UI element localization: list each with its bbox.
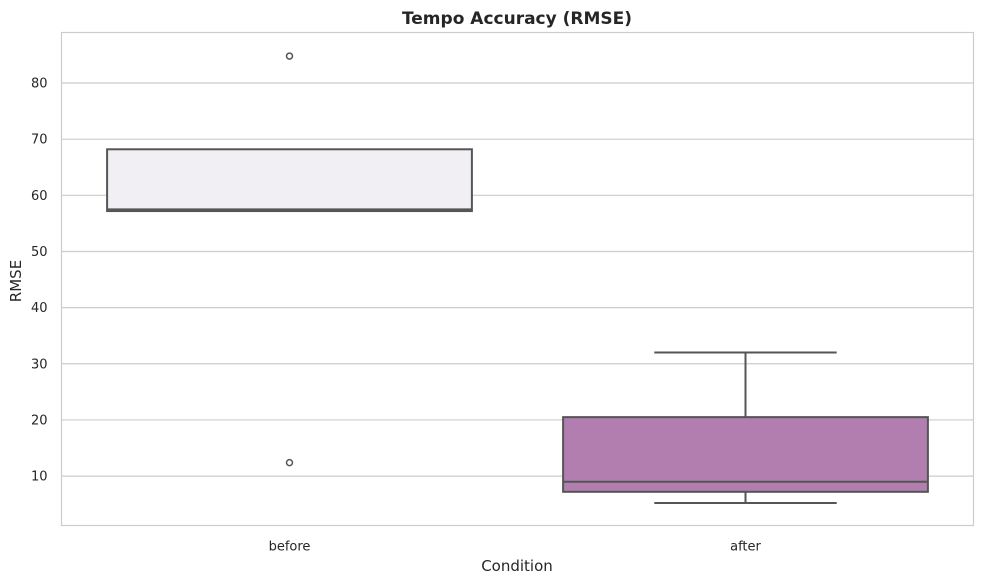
y-tick-label: 80 [31,77,48,92]
y-tick-label: 30 [31,357,48,372]
chart-title: Tempo Accuracy (RMSE) [402,9,632,29]
plot-frame [60,31,975,527]
y-tick-label: 10 [31,470,48,485]
y-tick-label: 60 [31,189,48,204]
y-tick-label: 20 [31,413,48,428]
y-tick-label: 40 [31,301,48,316]
box-group-before [106,52,473,467]
x-tick-label: before [269,540,311,555]
box-iqr [562,416,929,493]
y-tick-label: 70 [31,133,48,148]
outlier-point [285,52,294,60]
marks-layer [106,52,929,505]
outlier-point [285,458,294,467]
box-iqr [106,148,473,213]
ticks-layer: 10 20 30 40 50 60 70 80 before after [31,77,762,555]
x-tick-label: after [730,540,761,555]
y-tick-label: 50 [31,245,48,260]
y-axis-label: RMSE [7,260,25,302]
box-group-after [562,351,929,505]
x-axis-label: Condition [481,557,553,575]
